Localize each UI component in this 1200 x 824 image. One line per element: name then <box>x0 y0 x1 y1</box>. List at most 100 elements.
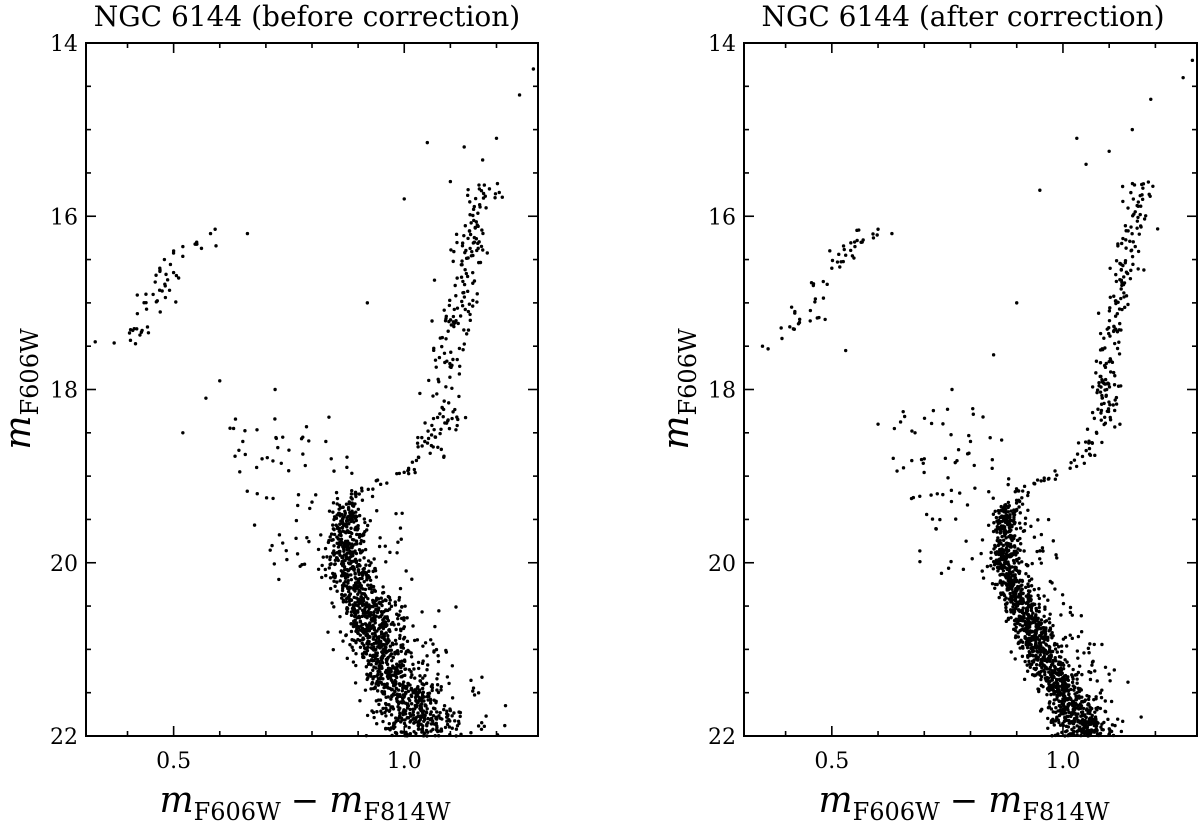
data-point <box>416 660 421 665</box>
data-point <box>388 550 392 555</box>
data-point <box>391 726 396 731</box>
data-point <box>994 515 999 520</box>
data-point <box>1139 204 1143 208</box>
data-point <box>1001 527 1006 531</box>
data-point <box>398 609 402 613</box>
data-point <box>1034 653 1038 657</box>
data-point <box>439 685 443 689</box>
data-point <box>359 586 363 590</box>
data-point <box>340 520 345 524</box>
data-point <box>1029 524 1033 529</box>
data-point <box>1044 619 1049 623</box>
data-point <box>999 438 1004 442</box>
data-point <box>384 708 389 712</box>
data-point <box>338 630 343 634</box>
data-point <box>1016 641 1020 646</box>
data-point <box>999 504 1003 509</box>
data-point <box>1034 640 1038 645</box>
data-point <box>356 600 360 604</box>
data-point <box>400 701 405 705</box>
data-point <box>349 495 353 500</box>
data-point <box>429 443 434 448</box>
data-point <box>399 537 403 541</box>
data-point <box>346 573 351 577</box>
data-point <box>1014 625 1018 629</box>
data-point <box>471 270 475 275</box>
data-point <box>1006 616 1011 621</box>
data-point <box>1126 229 1130 233</box>
data-point <box>1079 614 1084 618</box>
data-point <box>320 575 324 580</box>
data-point <box>394 642 398 646</box>
data-point <box>1026 594 1030 598</box>
data-point <box>403 604 407 608</box>
data-point <box>373 568 378 573</box>
data-point <box>330 538 334 542</box>
data-point <box>999 524 1004 528</box>
data-point <box>1086 697 1091 702</box>
data-point <box>422 683 426 687</box>
data-point <box>329 532 334 536</box>
data-point <box>369 662 373 667</box>
data-point <box>339 538 343 542</box>
data-point <box>1129 225 1133 229</box>
data-point <box>396 616 400 621</box>
data-point <box>1014 501 1019 505</box>
data-point <box>359 550 364 554</box>
data-point <box>437 355 442 360</box>
data-point <box>458 314 463 318</box>
data-point <box>1020 496 1024 500</box>
data-point <box>357 616 362 620</box>
data-point <box>452 324 456 329</box>
data-point <box>400 730 404 734</box>
data-point <box>1065 714 1069 719</box>
data-point <box>1130 127 1134 132</box>
data-point <box>821 279 825 284</box>
data-point <box>369 646 373 650</box>
data-point <box>471 298 475 303</box>
data-point <box>958 491 962 495</box>
data-point <box>429 638 433 642</box>
data-point <box>1064 718 1069 723</box>
data-point <box>424 710 428 714</box>
data-point <box>334 490 339 495</box>
data-point <box>1025 645 1030 650</box>
data-point <box>468 232 473 237</box>
data-point <box>264 496 269 500</box>
data-point <box>370 642 374 647</box>
data-point <box>1080 731 1084 735</box>
data-point <box>365 648 370 653</box>
data-point <box>379 632 384 636</box>
data-point <box>1000 534 1004 539</box>
data-point <box>1151 184 1155 188</box>
data-point <box>473 225 477 230</box>
data-point <box>375 679 379 684</box>
data-point <box>998 531 1003 535</box>
data-point <box>452 711 456 715</box>
data-point <box>921 461 925 465</box>
data-point <box>1012 512 1017 517</box>
data-point <box>1065 677 1070 681</box>
data-point <box>1079 629 1084 634</box>
data-point <box>841 259 845 264</box>
data-point <box>456 719 461 724</box>
data-point <box>435 725 439 730</box>
data-point <box>482 724 487 729</box>
data-point <box>446 329 450 333</box>
data-point <box>1042 478 1046 483</box>
data-point <box>395 551 399 555</box>
data-point <box>362 556 366 560</box>
data-point <box>358 532 362 537</box>
data-point <box>1009 509 1013 513</box>
data-point <box>503 703 508 708</box>
data-point <box>1076 729 1080 733</box>
data-point <box>1114 402 1119 406</box>
data-point <box>408 707 412 712</box>
data-point <box>443 725 448 730</box>
data-point <box>1018 548 1022 552</box>
data-point <box>1044 642 1048 646</box>
data-point <box>1069 460 1073 465</box>
data-point <box>1057 687 1061 692</box>
data-point <box>335 502 339 506</box>
data-point <box>1132 183 1137 187</box>
